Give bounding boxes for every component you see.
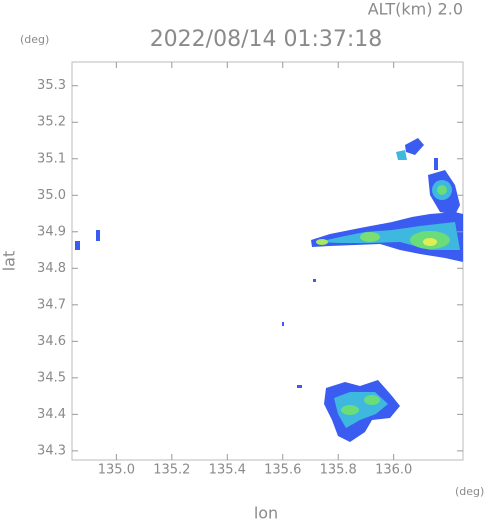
echo (282, 322, 284, 326)
echo (364, 395, 380, 405)
plot-frame (71, 61, 464, 461)
echo (313, 279, 316, 282)
y-unit: (deg) (20, 33, 49, 46)
y-tick-label: 34.9 (37, 224, 66, 239)
y-tick-label: 34.8 (37, 261, 66, 276)
echo (297, 385, 302, 388)
echo (405, 138, 424, 155)
y-tick-label: 35.1 (37, 151, 66, 166)
echo (396, 150, 407, 160)
echo (341, 405, 359, 415)
y-tick-label: 35.3 (37, 78, 66, 93)
echo (423, 238, 437, 246)
altitude-label: ALT(km) 2.0 (368, 0, 463, 19)
x-tick-label: 136.0 (375, 463, 412, 478)
x-unit: (deg) (455, 485, 484, 498)
y-tick-label: 34.7 (37, 297, 66, 312)
echo (96, 230, 100, 241)
x-tick-label: 135.0 (98, 463, 135, 478)
echo (316, 239, 328, 245)
echo (437, 185, 447, 195)
x-axis-label: lon (254, 504, 278, 521)
echo (75, 241, 80, 250)
y-tick-label: 34.4 (37, 407, 66, 422)
y-tick-label: 34.3 (37, 443, 66, 458)
echo (434, 158, 438, 170)
y-axis-label: lat (0, 251, 19, 272)
chart-title: 2022/08/14 01:37:18 (150, 27, 383, 52)
y-tick-label: 35.0 (37, 188, 66, 203)
y-tick-label: 34.5 (37, 370, 66, 385)
y-tick-label: 34.6 (37, 334, 66, 349)
y-tick-label: 35.2 (37, 115, 66, 130)
echo (360, 232, 380, 242)
x-tick-label: 135.4 (209, 463, 246, 478)
x-tick-label: 135.2 (153, 463, 190, 478)
x-tick-label: 135.8 (320, 463, 357, 478)
radar-echoes (75, 138, 463, 442)
x-tick-label: 135.6 (264, 463, 301, 478)
